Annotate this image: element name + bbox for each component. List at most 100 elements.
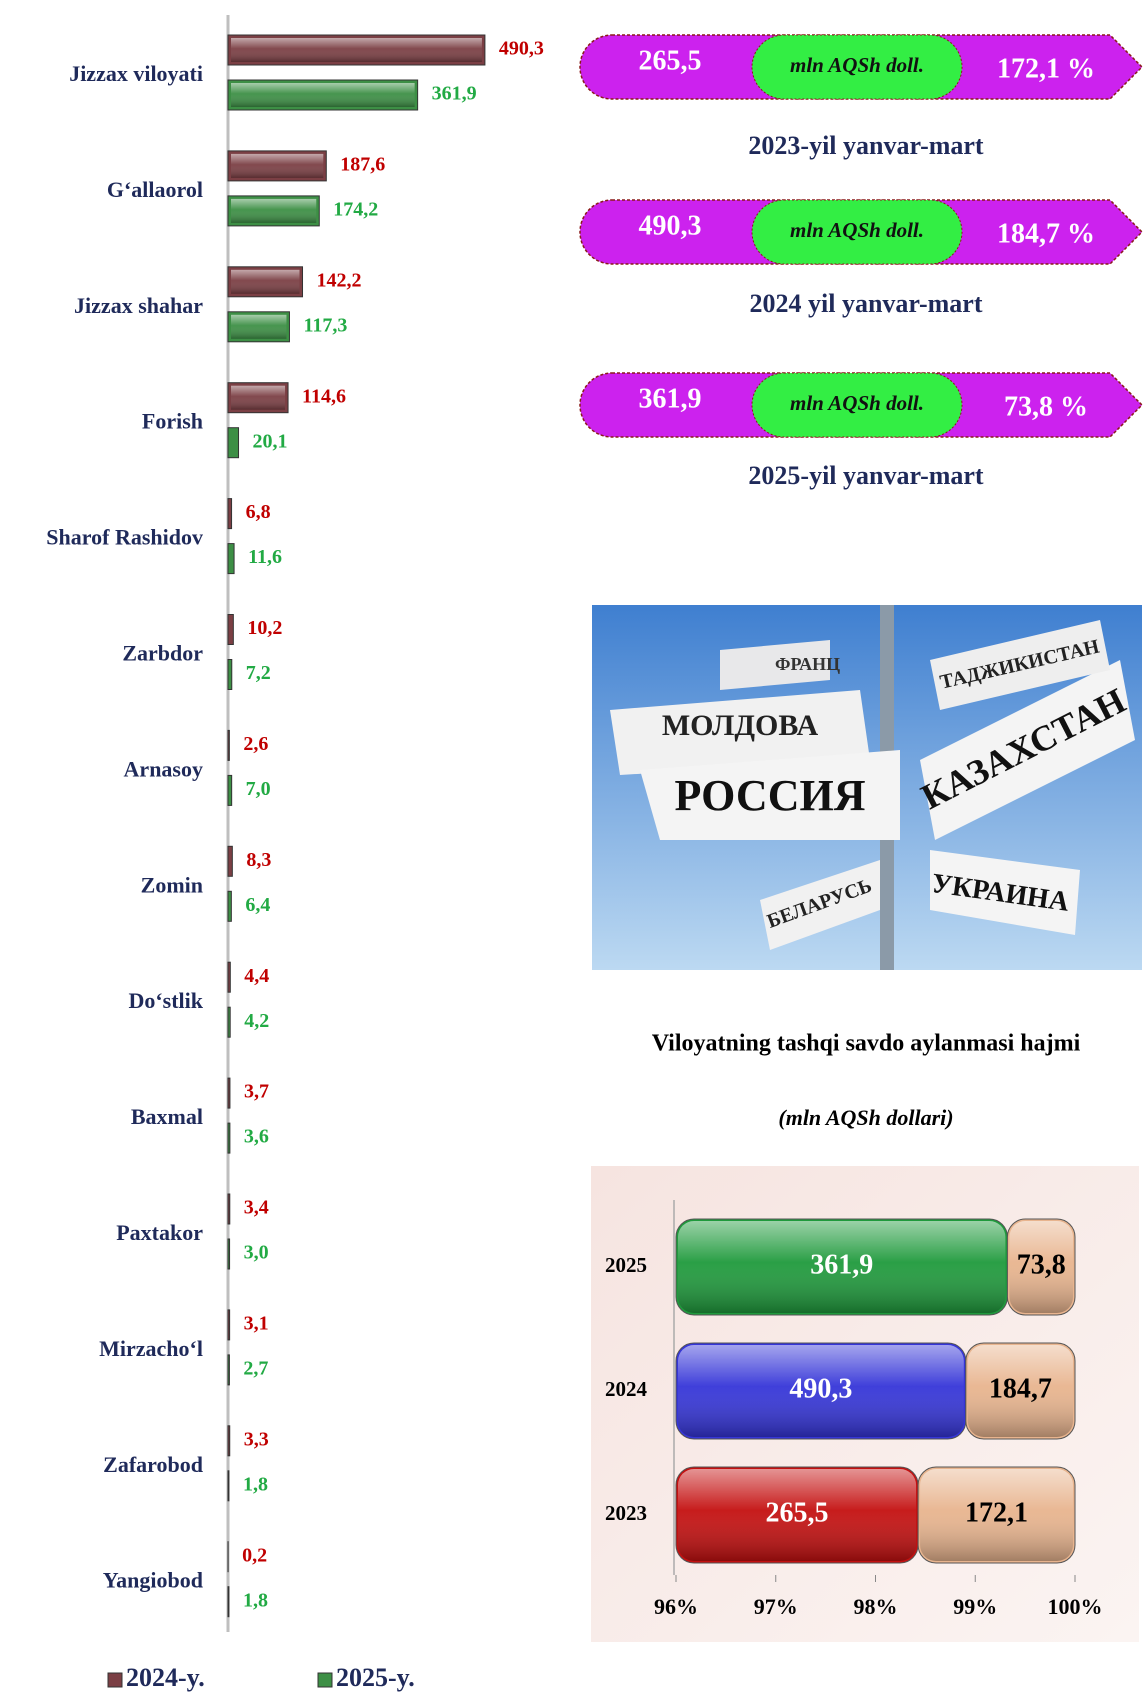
category-label: Mirzacho‘l — [99, 1336, 203, 1361]
bar — [228, 1194, 230, 1224]
bar-shine — [231, 38, 482, 62]
bar — [228, 1123, 230, 1153]
bar — [228, 962, 230, 992]
category-label: Forish — [142, 409, 203, 434]
banner-caption: 2024 yil yanvar-mart — [750, 289, 983, 318]
category-label: 2023 — [605, 1501, 647, 1525]
value-label: 3,6 — [244, 1126, 269, 1148]
bar — [228, 1587, 229, 1617]
bar — [228, 1355, 229, 1385]
value-label: 0,2 — [242, 1544, 267, 1566]
value-label: 7,0 — [246, 778, 271, 800]
value-label: 1,8 — [243, 1473, 268, 1495]
legend-label: 2024-y. — [126, 1663, 205, 1692]
banner-percent: 172,1 % — [997, 53, 1095, 84]
value-label: 184,7 — [989, 1373, 1052, 1404]
value-label: 265,5 — [766, 1497, 829, 1528]
value-label: 3,3 — [244, 1428, 269, 1450]
category-label: Paxtakor — [116, 1220, 203, 1245]
value-label: 3,4 — [244, 1197, 269, 1219]
category-label: Zomin — [141, 872, 203, 897]
value-label: 10,2 — [247, 617, 282, 639]
x-tick-label: 98% — [854, 1594, 898, 1619]
bar — [228, 846, 232, 876]
category-label: Jizzax viloyati — [69, 61, 203, 86]
bar — [228, 660, 232, 690]
value-label: 361,9 — [810, 1249, 873, 1280]
value-label: 490,3 — [789, 1373, 852, 1404]
value-label: 3,1 — [244, 1312, 269, 1334]
x-tick-label: 100% — [1048, 1594, 1103, 1619]
banner-value: 265,5 — [639, 45, 702, 76]
value-label: 142,2 — [317, 269, 362, 291]
bar — [228, 1078, 230, 1108]
value-label: 6,8 — [246, 501, 271, 523]
bar — [228, 775, 232, 805]
page: ФРАНЦ МОЛДОВА РОССИЯ КАЗАХСТАН ТАДЖИКИСТ… — [0, 0, 1147, 1693]
bar-shine — [231, 83, 415, 107]
value-label: 4,2 — [244, 1010, 269, 1032]
bar — [228, 499, 232, 529]
category-label: 2024 — [605, 1377, 648, 1401]
category-label: Sharof Rashidov — [46, 525, 203, 550]
photo-sign: МОЛДОВА — [662, 709, 819, 742]
banner-percent: 184,7 % — [997, 218, 1095, 249]
photo-sign: РОССИЯ — [675, 771, 866, 820]
value-label: 174,2 — [333, 198, 378, 220]
legend-label: 2025-y. — [336, 1663, 415, 1692]
banner-caption: 2023-yil yanvar-mart — [748, 131, 983, 160]
banner-caption: 2025-yil yanvar-mart — [748, 461, 983, 490]
value-label: 3,0 — [244, 1242, 269, 1264]
photo-sign: ФРАНЦ — [775, 654, 840, 674]
category-label: Zarbdor — [122, 641, 203, 666]
value-label: 73,8 — [1017, 1249, 1066, 1280]
bar — [228, 1471, 229, 1501]
category-label: Baxmal — [131, 1104, 203, 1129]
banner-percent: 73,8 % — [1004, 391, 1088, 422]
category-label: 2025 — [605, 1253, 647, 1277]
x-tick-label: 97% — [754, 1594, 798, 1619]
legend-swatch — [108, 1673, 122, 1687]
category-label: Do‘stlik — [128, 988, 203, 1013]
bar-shine — [231, 270, 300, 294]
value-label: 11,6 — [248, 546, 282, 568]
value-label: 114,6 — [302, 385, 346, 407]
bar — [228, 891, 231, 921]
category-label: G‘allaorol — [107, 177, 203, 202]
value-label: 4,4 — [244, 965, 269, 987]
bar-shine — [231, 199, 316, 223]
category-label: Zafarobod — [103, 1452, 203, 1477]
bar — [228, 730, 229, 760]
photo: ФРАНЦ МОЛДОВА РОССИЯ КАЗАХСТАН ТАДЖИКИСТ… — [592, 605, 1142, 970]
category-label: Yangiobod — [103, 1568, 203, 1593]
banner-value: 361,9 — [639, 383, 702, 414]
x-tick-label: 99% — [953, 1594, 997, 1619]
value-label: 490,3 — [499, 38, 544, 60]
bar — [228, 544, 234, 574]
banner-unit: mln AQSh doll. — [790, 218, 924, 242]
value-label: 2,6 — [243, 733, 268, 755]
value-label: 8,3 — [246, 849, 271, 871]
chart-title: Viloyatning tashqi savdo aylanmasi hajmi — [652, 1031, 1081, 1057]
bar — [228, 615, 233, 645]
value-label: 361,9 — [432, 83, 477, 105]
value-label: 117,3 — [303, 314, 347, 336]
bar — [228, 1310, 230, 1340]
category-label: Arnasoy — [124, 756, 203, 781]
chart-subtitle: (mln AQSh dollari) — [778, 1105, 953, 1130]
legend-swatch — [318, 1673, 332, 1687]
bar — [228, 1426, 230, 1456]
banner-value: 490,3 — [639, 210, 702, 241]
value-label: 7,2 — [246, 662, 271, 684]
bar — [228, 1007, 230, 1037]
value-label: 3,7 — [244, 1081, 269, 1103]
value-label: 20,1 — [253, 430, 288, 452]
category-label: Jizzax shahar — [74, 293, 203, 318]
bar — [228, 428, 239, 458]
value-label: 1,8 — [243, 1589, 268, 1611]
banner-unit: mln AQSh doll. — [790, 391, 924, 415]
bar-shine — [231, 315, 286, 339]
value-label: 187,6 — [340, 153, 385, 175]
value-label: 172,1 — [965, 1497, 1028, 1528]
bar — [228, 1239, 230, 1269]
